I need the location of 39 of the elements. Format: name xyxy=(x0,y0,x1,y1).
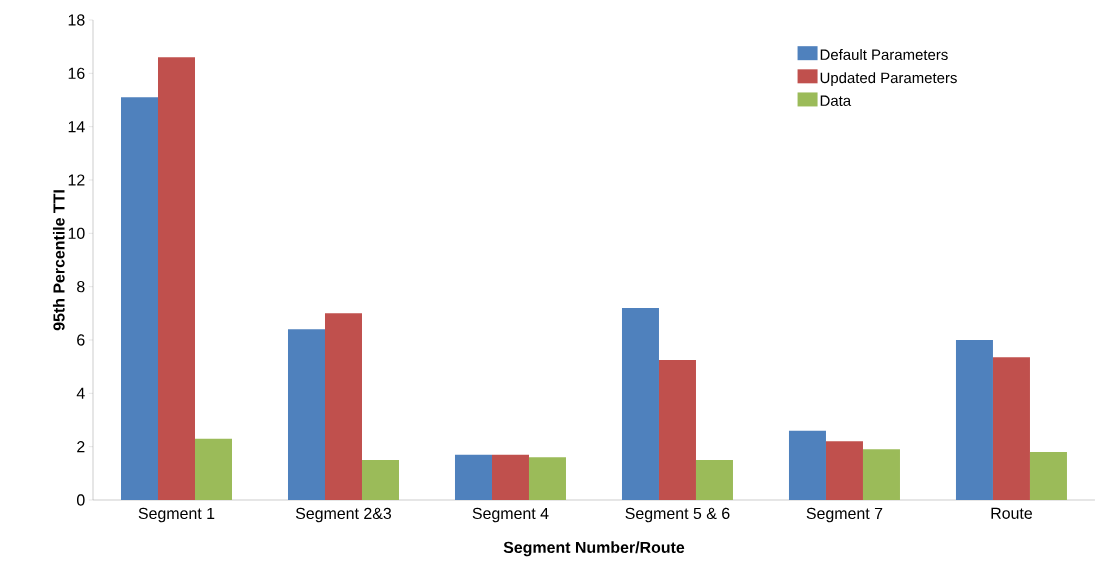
bar xyxy=(862,449,900,500)
x-tick-label: Segment 7 xyxy=(806,507,883,523)
bar xyxy=(658,360,696,500)
bar xyxy=(158,57,195,500)
y-tick-label: 18 xyxy=(68,14,85,26)
y-tick-label: 8 xyxy=(77,281,85,293)
bar xyxy=(454,454,492,500)
bar xyxy=(695,460,733,500)
x-tick-label: Route xyxy=(991,507,1033,519)
bar xyxy=(955,340,993,500)
y-tick-label: 14 xyxy=(68,121,85,133)
legend-label: Data xyxy=(820,95,852,106)
bar xyxy=(491,454,529,500)
bar xyxy=(195,438,232,500)
bar xyxy=(361,460,399,500)
bar xyxy=(788,430,826,500)
x-tick-label: Segment 4 xyxy=(472,507,549,523)
bar xyxy=(528,457,566,500)
bar xyxy=(825,441,863,500)
bar xyxy=(992,357,1030,500)
y-tick-label: 0 xyxy=(76,494,85,506)
legend-label: Updated Parameters xyxy=(820,72,957,87)
y-tick-label: 4 xyxy=(76,387,85,399)
x-axis-title: Segment Number/Route xyxy=(503,541,685,557)
y-tick-label: 6 xyxy=(77,334,85,346)
x-tick-label: Segment 1 xyxy=(138,507,215,523)
x-tick-label: Segment 2&3 xyxy=(295,507,392,523)
y-axis-title: 95th Percentile TTI xyxy=(52,190,65,331)
legend-label: Default Parameters xyxy=(820,49,948,60)
bar xyxy=(287,329,325,500)
bar xyxy=(621,308,659,500)
x-tick-label: Segment 5 & 6 xyxy=(625,507,730,523)
bar xyxy=(121,97,158,500)
y-tick-label: 2 xyxy=(77,441,85,453)
bar xyxy=(324,313,362,500)
bar xyxy=(1029,452,1067,500)
y-tick-label: 10 xyxy=(68,227,85,239)
y-tick-label: 12 xyxy=(68,174,85,186)
y-tick-label: 16 xyxy=(68,67,85,79)
